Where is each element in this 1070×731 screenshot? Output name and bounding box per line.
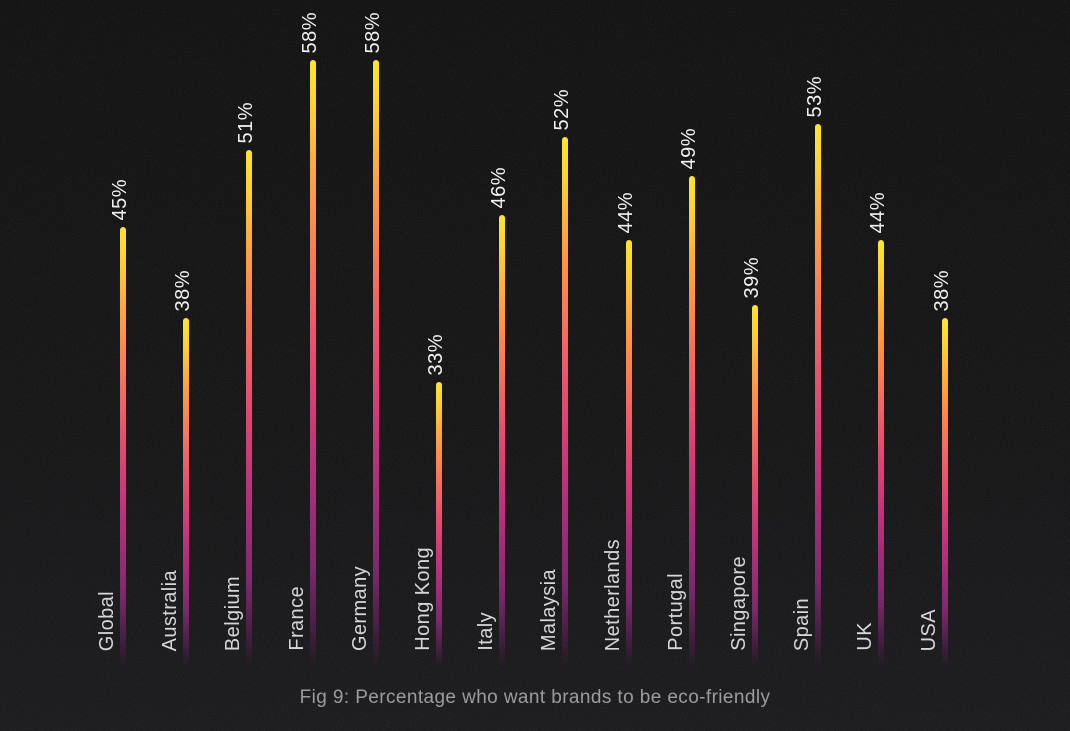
value-label-hong-kong: 33% [425,334,447,376]
category-label-malaysia: Malaysia [538,568,561,651]
category-label-germany: Germany [348,565,371,651]
value-label-italy: 46% [488,167,511,209]
category-label-portugal: Portugal [664,573,687,651]
category-label-france: France [285,586,308,651]
value-label-germany: 58% [361,12,384,54]
category-label-usa: USA [917,608,940,651]
bar-belgium [246,150,253,666]
bar-singapore [752,305,758,666]
value-label-australia: 38% [172,270,195,312]
category-label-belgium: Belgium [222,575,245,651]
bar-france [309,60,316,666]
category-label-uk: UK [854,622,877,651]
bar-uk [878,240,885,666]
value-label-portugal: 49% [677,128,700,170]
value-label-uk: 44% [867,192,890,234]
value-label-malaysia: 52% [551,89,574,131]
value-label-singapore: 39% [741,257,763,299]
category-label-singapore: Singapore [728,556,750,651]
value-label-belgium: 51% [235,102,258,144]
bar-netherlands [625,240,632,666]
value-label-spain: 53% [804,76,827,118]
category-label-italy: Italy [475,612,498,651]
bar-malaysia [562,137,569,666]
value-label-global: 45% [109,179,131,221]
bar-germany [372,60,379,666]
value-label-usa: 38% [930,270,953,312]
category-label-spain: Spain [791,597,814,651]
category-label-hong-kong: Hong Kong [412,547,434,651]
bar-hong-kong [436,382,442,666]
bar-global [120,227,126,666]
category-label-netherlands: Netherlands [601,538,624,651]
figure-caption: Fig 9: Percentage who want brands to be … [299,687,771,708]
category-label-australia: Australia [159,569,182,651]
bar-portugal [688,176,695,666]
bar-usa [941,318,948,666]
value-label-france: 58% [298,12,321,54]
bar-australia [183,318,190,666]
bar-italy [499,215,506,666]
value-label-netherlands: 44% [614,192,637,234]
bar-spain [815,124,822,666]
category-label-global: Global [96,590,118,651]
